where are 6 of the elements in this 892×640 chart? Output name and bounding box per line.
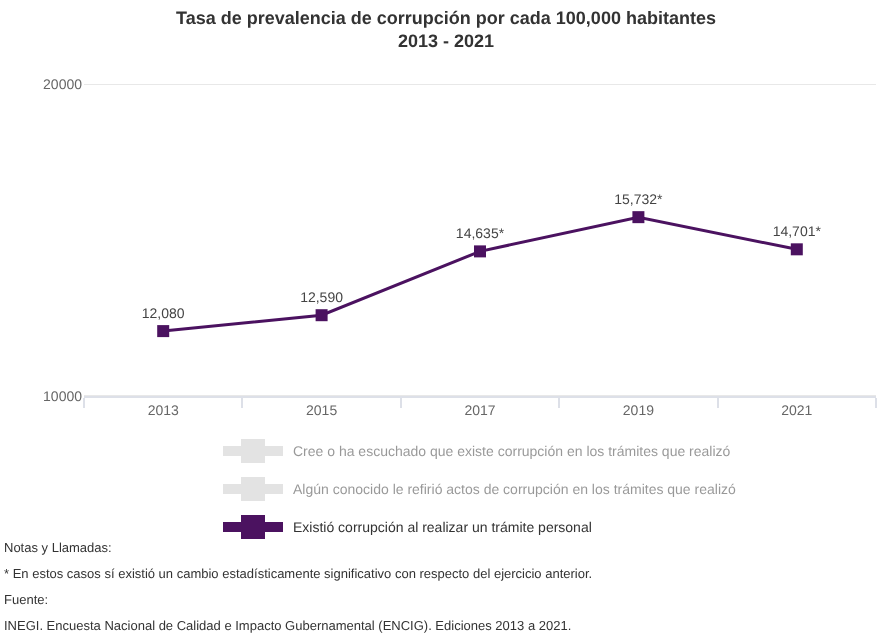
point: [474, 245, 486, 258]
point: [632, 211, 645, 224]
point: [157, 325, 170, 338]
point: [315, 309, 328, 322]
point: [790, 243, 803, 256]
chart-title: Tasa de prevalencia de corrupción por cada 100,000 habitantes 2013 - 2021: [176, 8, 716, 52]
